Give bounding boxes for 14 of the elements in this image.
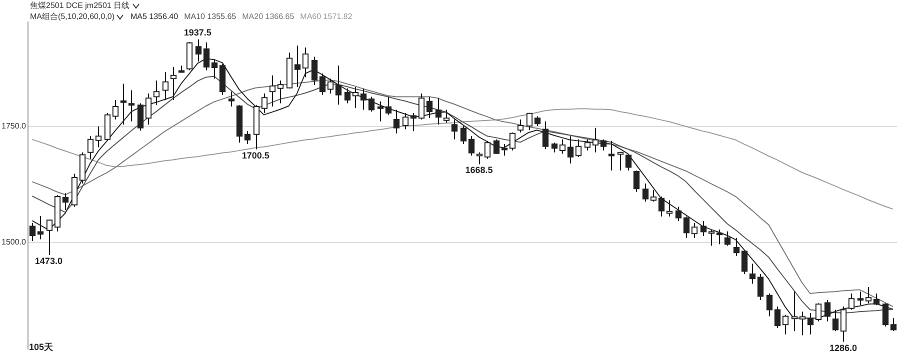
annotation: 1668.5 bbox=[465, 165, 493, 176]
annotation: 1473.0 bbox=[34, 256, 62, 266]
annotation: 105天 bbox=[29, 342, 54, 352]
annotation: 1937.5 bbox=[184, 27, 212, 38]
annotation: 1286.0 bbox=[829, 342, 857, 353]
annotation: 1700.5 bbox=[242, 150, 270, 160]
text: MA5 1356.40 bbox=[130, 12, 178, 21]
chart-title: 焦煤2501 DCE jm2501 日线 bbox=[30, 0, 130, 11]
chart-subtitle: MA组合(5,10,20,60,0,0) bbox=[30, 11, 114, 22]
text: MA20 1366.65 bbox=[242, 12, 294, 21]
y-tick-label: 1500.0 bbox=[2, 238, 27, 247]
text: MA10 1355.65 bbox=[184, 12, 236, 21]
text: MA60 1571.82 bbox=[300, 12, 352, 21]
y-tick-label: 1750.0 bbox=[2, 122, 27, 131]
